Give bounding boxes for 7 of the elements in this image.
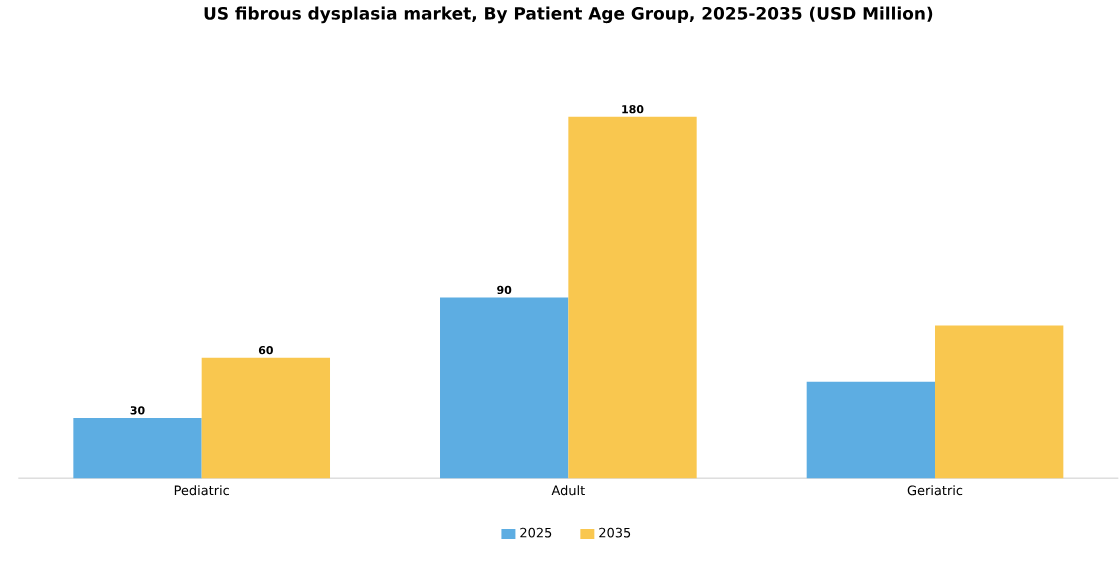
bar bbox=[440, 297, 569, 478]
bar bbox=[201, 357, 331, 478]
bar bbox=[73, 417, 202, 478]
bar bbox=[568, 116, 697, 478]
bar bbox=[935, 325, 1064, 478]
bar bbox=[806, 381, 936, 478]
chart-title: US fibrous dysplasia market, By Patient Age Group, 2025-2035 (USD Million) bbox=[204, 6, 933, 23]
